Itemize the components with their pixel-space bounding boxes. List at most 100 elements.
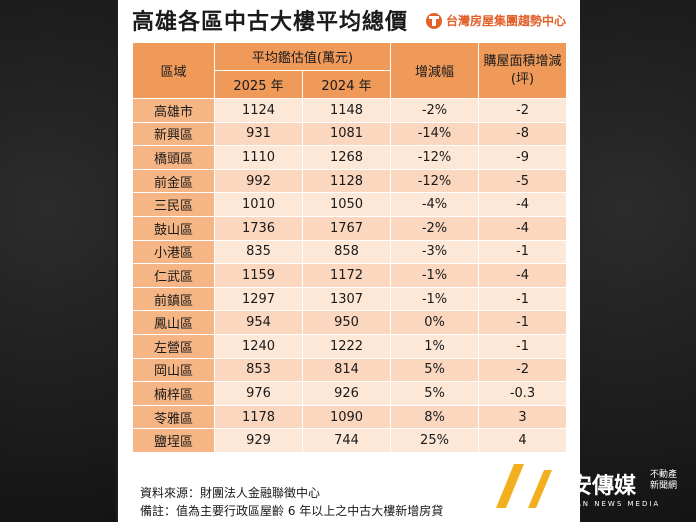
- cell-2025: 1240: [214, 333, 303, 359]
- table-row: 岡山區 853 814 5% -2: [132, 357, 567, 383]
- cell-district: 小港區: [132, 239, 215, 265]
- header-avg-value: 平均鑑估值(萬元): [214, 42, 391, 71]
- media-tag-line1: 不動產: [650, 470, 678, 480]
- cell-2024: 814: [302, 357, 391, 383]
- brand: 台灣房屋集團趨勢中心: [425, 12, 566, 29]
- cell-change: -12%: [390, 145, 479, 170]
- cell-2025: 931: [214, 121, 303, 147]
- table-row: 鳳山區 954 950 0% -1: [132, 310, 567, 335]
- cell-area-change: -5: [478, 168, 567, 194]
- page-title: 高雄各區中古大樓平均總價: [132, 10, 409, 35]
- table-row: 高雄市 1124 1148 -2% -2: [132, 98, 567, 123]
- cell-2024: 926: [302, 381, 391, 406]
- cell-2024: 744: [302, 428, 391, 453]
- footer: 資料來源：財團法人金融聯徵中心 備註：值為主要行政區屋齡 6 年以上之中古大樓新…: [140, 484, 443, 520]
- cell-area-change: -4: [478, 215, 567, 241]
- cell-2024: 858: [302, 239, 391, 265]
- header-district: 區域: [132, 42, 215, 99]
- source-note: 資料來源：財團法人金融聯徵中心: [140, 486, 321, 500]
- cell-2025: 1159: [214, 263, 303, 288]
- cell-2025: 853: [214, 357, 303, 383]
- infographic-card: 高雄各區中古大樓平均總價 台灣房屋集團趨勢中心 區域 平均鑑估值(萬元) 增減幅…: [118, 0, 580, 522]
- cell-2025: 1736: [214, 215, 303, 241]
- cell-2025: 835: [214, 239, 303, 265]
- cell-change: -14%: [390, 121, 479, 147]
- brand-logo-icon: [425, 12, 442, 29]
- cell-area-change: -9: [478, 145, 567, 170]
- cell-district: 前鎮區: [132, 286, 215, 312]
- cell-district: 苓雅區: [132, 404, 215, 430]
- cell-change: 8%: [390, 404, 479, 430]
- cell-area-change: -1: [478, 286, 567, 312]
- cell-2024: 1767: [302, 215, 391, 241]
- cell-change: -3%: [390, 239, 479, 265]
- background-left: [0, 0, 116, 522]
- cell-area-change: -1: [478, 310, 567, 335]
- cell-2025: 1124: [214, 98, 303, 123]
- cell-area-change: -2: [478, 357, 567, 383]
- media-logo-icon: [496, 464, 568, 508]
- cell-2024: 1307: [302, 286, 391, 312]
- media-tag: 不動產 新聞網: [650, 470, 677, 492]
- table-row: 楠梓區 976 926 5% -0.3: [132, 381, 567, 406]
- cell-area-change: -1: [478, 239, 567, 265]
- table-row: 鹽埕區 929 744 25% 4: [132, 428, 567, 453]
- cell-2025: 992: [214, 168, 303, 194]
- remark-note: 備註：值為主要行政區屋齡 6 年以上之中古大樓新增房貸: [140, 504, 444, 518]
- table-row: 仁武區 1159 1172 -1% -4: [132, 263, 567, 288]
- cell-area-change: 3: [478, 404, 567, 430]
- cell-2024: 1172: [302, 263, 391, 288]
- cell-2024: 950: [302, 310, 391, 335]
- cell-2025: 954: [214, 310, 303, 335]
- cell-2024: 1090: [302, 404, 391, 430]
- table-row: 前鎮區 1297 1307 -1% -1: [132, 286, 567, 312]
- header-year-2024: 2024 年: [302, 70, 391, 99]
- table-row: 前金區 992 1128 -12% -5: [132, 168, 567, 194]
- table-row: 苓雅區 1178 1090 8% 3: [132, 404, 567, 430]
- cell-district: 高雄市: [132, 98, 215, 123]
- cell-change: -1%: [390, 286, 479, 312]
- cell-2025: 929: [214, 428, 303, 453]
- cell-area-change: -1: [478, 333, 567, 359]
- cell-change: -4%: [390, 192, 479, 217]
- cell-district: 橋頭區: [132, 145, 215, 170]
- cell-change: -2%: [390, 215, 479, 241]
- cell-area-change: -8: [478, 121, 567, 147]
- cell-district: 仁武區: [132, 263, 215, 288]
- cell-district: 鼓山區: [132, 215, 215, 241]
- header-year-2025: 2025 年: [214, 70, 303, 99]
- cell-2025: 1010: [214, 192, 303, 217]
- cell-area-change: -4: [478, 192, 567, 217]
- cell-change: 0%: [390, 310, 479, 335]
- header-area-change: 購屋面積增減(坪): [478, 42, 567, 99]
- cell-2024: 1268: [302, 145, 391, 170]
- media-name: 安傳媒: [570, 474, 637, 499]
- cell-change: 5%: [390, 381, 479, 406]
- cell-2024: 1128: [302, 168, 391, 194]
- cell-change: 25%: [390, 428, 479, 453]
- cell-district: 前金區: [132, 168, 215, 194]
- cell-district: 左營區: [132, 333, 215, 359]
- brand-name: 台灣房屋集團趨勢中心: [445, 14, 566, 28]
- cell-change: -12%: [390, 168, 479, 194]
- table-body: 高雄市 1124 1148 -2% -2 新興區 931 1081 -14% -8 橋頭區 1110 1…: [132, 98, 567, 453]
- cell-2024: 1050: [302, 192, 391, 217]
- cell-district: 鹽埕區: [132, 428, 215, 453]
- table-row: 新興區 931 1081 -14% -8: [132, 121, 567, 147]
- table-row: 鼓山區 1736 1767 -2% -4: [132, 215, 567, 241]
- cell-district: 楠梓區: [132, 381, 215, 406]
- cell-2024: 1222: [302, 333, 391, 359]
- table-row: 三民區 1010 1050 -4% -4: [132, 192, 567, 217]
- header-change: 增減幅: [390, 42, 479, 99]
- price-table: 區域 平均鑑估值(萬元) 增減幅 購屋面積增減(坪) 2025 年 2024 年…: [132, 42, 567, 453]
- cell-2025: 976: [214, 381, 303, 406]
- cell-change: -1%: [390, 263, 479, 288]
- cell-district: 新興區: [132, 121, 215, 147]
- media-tag-line2: 新聞網: [650, 481, 678, 491]
- cell-area-change: -2: [478, 98, 567, 123]
- cell-area-change: -4: [478, 263, 567, 288]
- cell-district: 岡山區: [132, 357, 215, 383]
- table-row: 橋頭區 1110 1268 -12% -9: [132, 145, 567, 170]
- cell-2024: 1081: [302, 121, 391, 147]
- cell-district: 三民區: [132, 192, 215, 217]
